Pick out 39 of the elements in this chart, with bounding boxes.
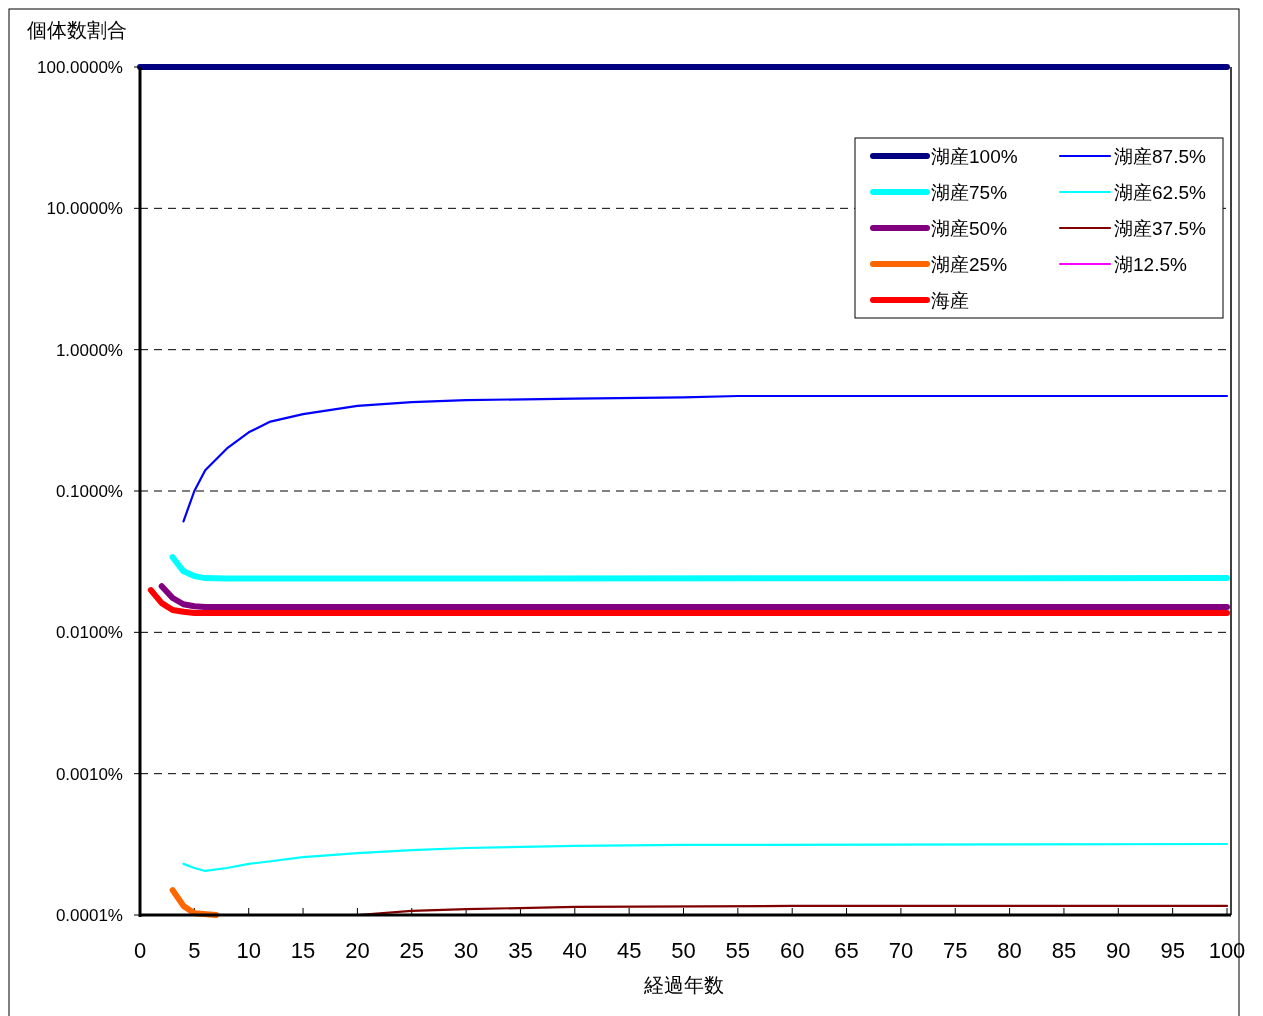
- x-tick-label: 65: [834, 938, 859, 963]
- x-tick-label: 100: [1208, 938, 1246, 963]
- y-tick-label: 100.0000%: [36, 58, 123, 77]
- x-tick-label: 55: [725, 938, 751, 963]
- legend-label: 湖12.5%: [1114, 254, 1187, 275]
- y-tick-label: 0.0010%: [55, 764, 123, 784]
- x-tick-label: 30: [453, 938, 479, 963]
- x-tick-label: 40: [562, 938, 588, 963]
- y-tick-label: 0.0100%: [55, 623, 123, 643]
- y-tick-label: 10.0000%: [46, 199, 123, 219]
- y-tick-label: 0.0001%: [55, 906, 123, 925]
- y-axis-title: 個体数割合: [27, 19, 127, 41]
- legend-label: 湖産87.5%: [1114, 146, 1206, 167]
- x-axis-title: 経過年数: [642, 974, 724, 996]
- legend-label: 湖産62.5%: [1114, 182, 1206, 203]
- y-tick-label: 1.0000%: [55, 340, 123, 360]
- x-tick-label: 45: [616, 938, 642, 963]
- x-tick-label: 35: [508, 938, 533, 963]
- x-tick-label: 75: [943, 938, 968, 963]
- x-tick-label: 15: [290, 938, 316, 963]
- x-tick-label: 20: [345, 938, 370, 963]
- legend-label: 湖産100%: [931, 146, 1018, 167]
- x-tick-label: 85: [1051, 938, 1077, 963]
- legend-label: 湖産37.5%: [1114, 218, 1206, 239]
- legend-label: 湖産50%: [931, 218, 1008, 239]
- legend-label: 湖産75%: [931, 182, 1008, 203]
- x-tick-label: 25: [399, 938, 424, 963]
- x-tick-label: 60: [779, 938, 805, 963]
- x-tick-label: 80: [997, 938, 1022, 963]
- x-tick-label: 90: [1106, 938, 1131, 963]
- x-tick-label: 95: [1160, 938, 1185, 963]
- legend-label: 海産: [931, 290, 969, 311]
- x-tick-label: 70: [888, 938, 914, 963]
- x-tick-label: 5: [188, 938, 201, 963]
- legend-label: 湖産25%: [931, 254, 1008, 275]
- x-tick-label: 0: [133, 938, 147, 963]
- x-tick-label: 50: [671, 938, 696, 963]
- y-tick-label: 0.1000%: [55, 482, 123, 501]
- x-tick-label: 10: [236, 938, 261, 963]
